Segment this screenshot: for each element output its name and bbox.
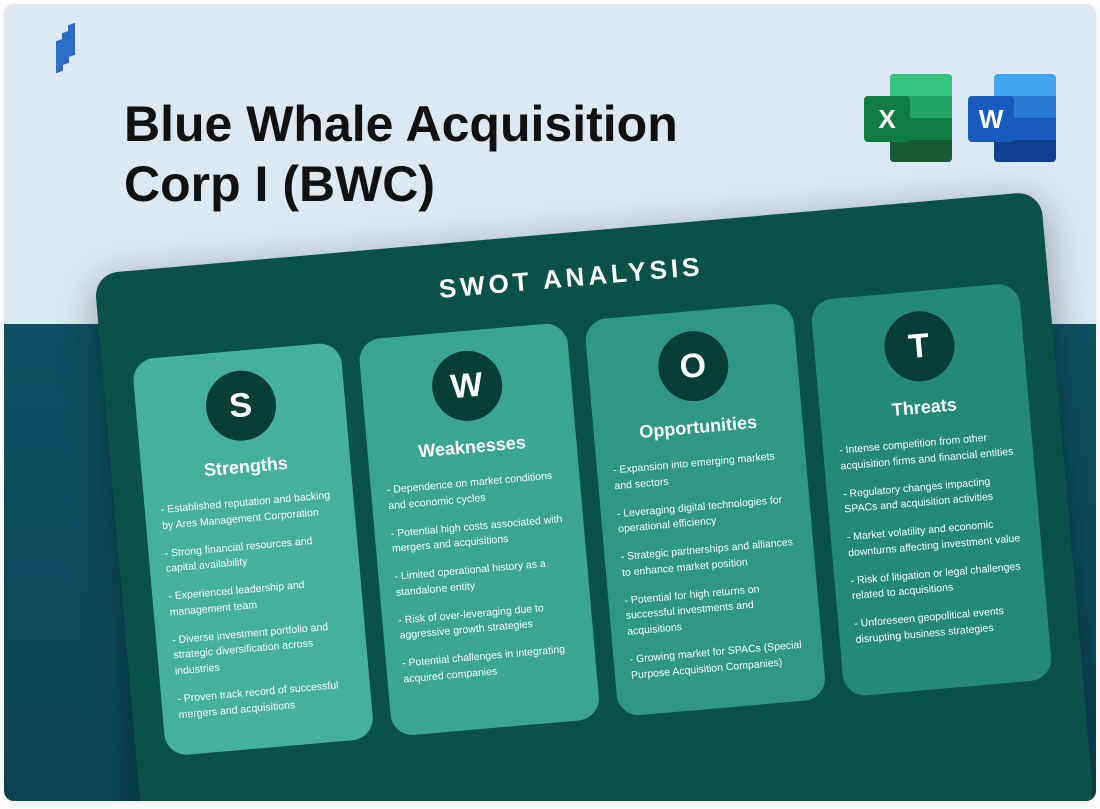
swot-item-list: Established reputation and backing by Ar… [160,488,356,724]
swot-columns: S StrengthsEstablished reputation and bac… [132,282,1053,756]
swot-item-list: Dependence on market conditions and econ… [386,468,580,688]
swot-item: Limited operational history as a standal… [394,555,573,602]
swot-item: Dependence on market conditions and econ… [386,468,565,515]
excel-file-icon: X [864,74,952,162]
swot-item: Strategic partnerships and alliances to … [620,535,799,582]
swot-item: Potential high costs associated with mer… [390,511,569,558]
swot-item-list: Intense competition from other acquisiti… [839,428,1033,648]
swot-column: W WeaknessesDependence on market conditio… [358,322,601,737]
swot-item: Leveraging digital technologies for oper… [616,491,795,538]
swot-column-title: Opportunities [609,409,787,445]
swot-item: Diverse investment portfolio and strateg… [172,618,352,680]
swot-board: SWOT ANALYSIS SStrengthsEstablished repu… [94,191,1094,801]
swot-item: Strong financial resources and capital a… [164,531,343,578]
swot-item: Growing market for SPACs (Special Purpos… [629,637,808,684]
infographic-card: Blue Whale Acquisition Corp I (BWC) X W … [4,4,1096,801]
swot-item: Experienced leadership and management te… [168,574,347,621]
swot-item: Unforeseen geopolitical events disruptin… [854,602,1033,649]
swot-item: Potential challenges in integrating acqu… [402,641,581,688]
file-icon-group: X W [864,74,1056,162]
logo-icon [56,32,74,69]
swot-column: S StrengthsEstablished reputation and bac… [132,342,375,757]
word-badge-letter: W [968,96,1014,142]
swot-item: Potential for high returns on successful… [624,578,804,640]
swot-column: T ThreatsIntense competition from other a… [810,282,1053,697]
swot-item: Risk of over-leveraging due to aggressiv… [398,598,577,645]
swot-letter-badge: T [881,308,957,384]
swot-item-list: Expansion into emerging markets and sect… [612,448,808,684]
swot-column-title: Threats [835,389,1013,425]
swot-item: Risk of litigation or legal challenges r… [850,558,1029,605]
swot-column: O OpportunitiesExpansion into emerging ma… [584,302,827,717]
swot-column-title: Strengths [157,449,335,485]
swot-item: Regulatory changes impacting SPACs and a… [842,472,1021,519]
swot-column-title: Weaknesses [383,429,561,465]
swot-item: Proven track record of successful merger… [177,677,356,724]
page-title: Blue Whale Acquisition Corp I (BWC) [124,94,744,214]
word-file-icon: W [968,74,1056,162]
swot-item: Market volatility and economic downturns… [846,515,1025,562]
swot-letter-badge: W [429,348,505,424]
swot-item: Intense competition from other acquisiti… [839,428,1018,475]
swot-letter-badge: O [655,328,731,404]
swot-letter-badge: S [203,368,279,444]
swot-item: Expansion into emerging markets and sect… [612,448,791,495]
excel-badge-letter: X [864,96,910,142]
swot-item: Established reputation and backing by Ar… [160,488,339,535]
content-section: SWOT ANALYSIS SStrengthsEstablished repu… [4,324,1096,801]
